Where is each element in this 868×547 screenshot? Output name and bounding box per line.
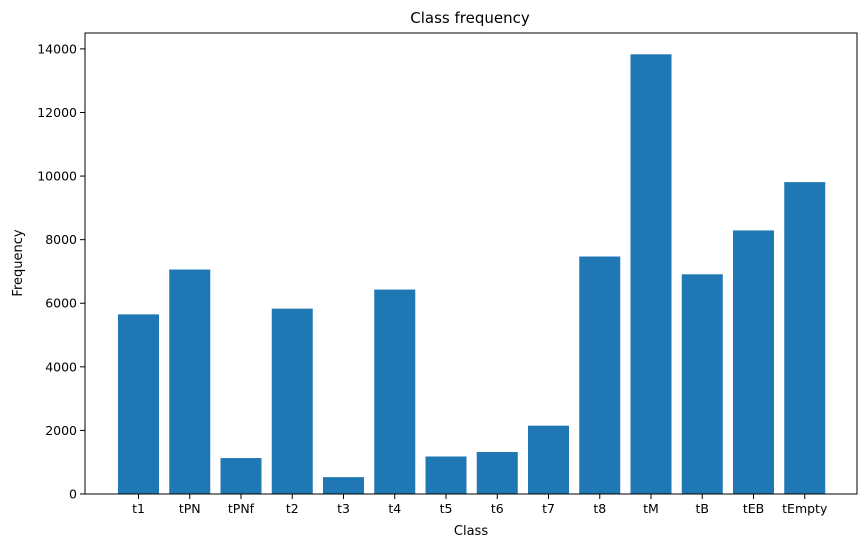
bar-t6 — [476, 452, 518, 494]
y-tick-label: 14000 — [37, 41, 77, 56]
bar-t2 — [271, 308, 313, 494]
x-tick-label: tEmpty — [782, 501, 828, 516]
bar-tM — [630, 54, 672, 494]
bar-t8 — [579, 256, 621, 494]
bar-tEB — [733, 230, 774, 494]
bar-tPN — [169, 269, 211, 494]
bar-tEmpty — [784, 182, 826, 494]
x-tick-label: t3 — [337, 501, 350, 516]
x-tick-label: t8 — [593, 501, 606, 516]
bar-t3 — [323, 477, 364, 494]
x-tick-label: tPN — [179, 501, 201, 516]
plot-frame — [84, 32, 858, 495]
x-tick-label: t6 — [491, 501, 504, 516]
x-tick-label: tM — [643, 501, 659, 516]
y-tick-label: 12000 — [37, 105, 77, 120]
x-tick-label: tB — [696, 501, 709, 516]
bar-t1 — [118, 314, 159, 494]
bar-tPNf — [220, 458, 262, 494]
y-axis-ticks: 0 2000 4000 6000 8000 10000 12000 14000 — [37, 41, 85, 502]
y-tick-label: 4000 — [45, 359, 77, 374]
bar-tB — [681, 274, 723, 494]
x-tick-label: t4 — [388, 501, 401, 516]
y-tick-label: 0 — [69, 487, 77, 502]
bar-t4 — [374, 289, 416, 494]
y-axis-label: Frequency — [11, 229, 26, 296]
x-tick-label: t5 — [440, 501, 453, 516]
x-tick-label: t1 — [132, 501, 145, 516]
x-tick-label: t7 — [542, 501, 555, 516]
x-tick-label: tPNf — [228, 501, 255, 516]
bar-t5 — [425, 456, 467, 494]
y-tick-label: 2000 — [45, 423, 77, 438]
chart-title: Class frequency — [410, 9, 530, 27]
y-tick-label: 8000 — [45, 232, 77, 247]
bar-t7 — [528, 425, 569, 494]
x-tick-label: tEB — [743, 501, 764, 516]
y-tick-label: 6000 — [45, 296, 77, 311]
x-tick-label: t2 — [286, 501, 299, 516]
bars-group — [118, 54, 826, 494]
x-axis-ticks: t1 tPN tPNf t2 t3 t4 t5 t6 t7 t8 tM tB tEB tEmpty — [132, 494, 828, 516]
y-tick-label: 10000 — [37, 169, 77, 184]
x-axis-label: Class — [454, 524, 488, 539]
